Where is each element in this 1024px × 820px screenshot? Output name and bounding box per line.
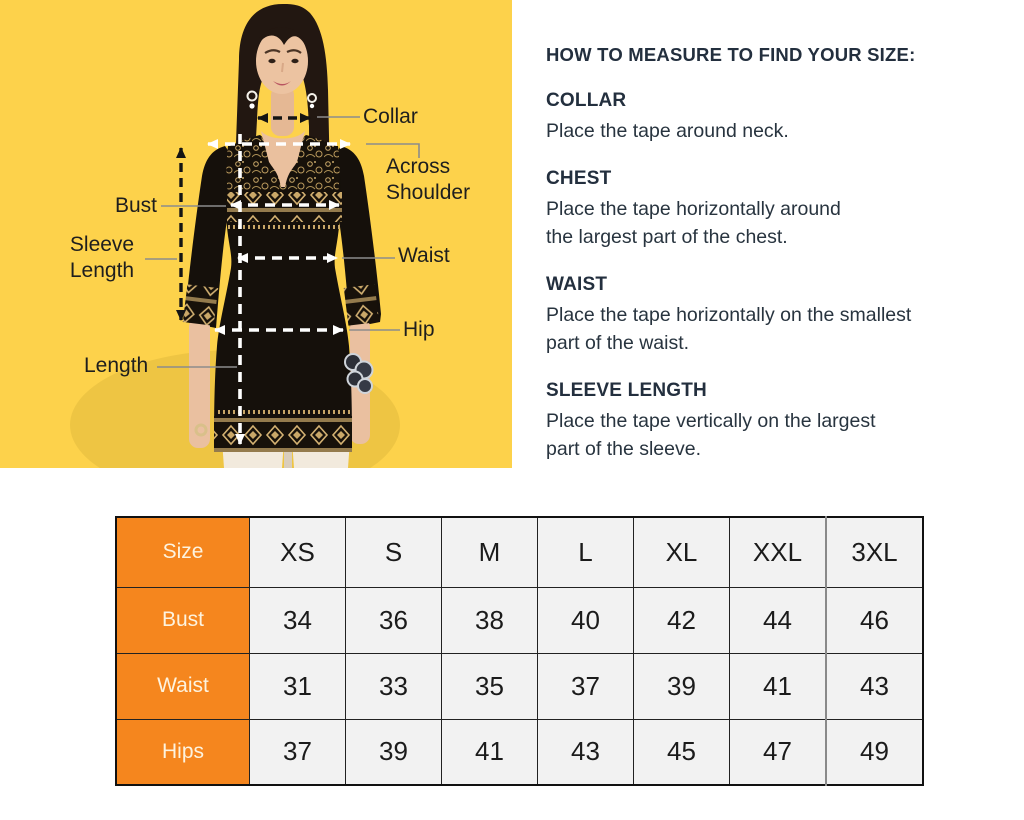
section-body: Place the tape horizontally on the small…: [546, 304, 912, 354]
model-face: [256, 27, 308, 94]
col-header-s: S: [345, 516, 442, 588]
table-cell: 33: [345, 652, 442, 720]
size-chart-table: Size XS S M L XL XXL 3XL Bust 34 36 38 4…: [115, 516, 924, 786]
table-cell: 41: [729, 652, 827, 720]
table-header-row: Size XS S M L XL XXL 3XL: [115, 516, 924, 588]
kurti-body: [214, 146, 352, 452]
table-cell: 44: [729, 586, 827, 654]
sleeve-length-label: Sleeve Length: [69, 233, 135, 282]
col-header-3xl: 3XL: [825, 516, 924, 588]
instruction-section-sleeve-length: SLEEVE LENGTH Place the tape vertically …: [546, 380, 986, 463]
kurti-bust-band: [227, 192, 342, 229]
instruction-section-waist: WAIST Place the tape horizontally on the…: [546, 274, 986, 357]
section-heading: COLLAR: [546, 90, 627, 111]
instructions-panel: HOW TO MEASURE TO FIND YOUR SIZE: COLLAR…: [546, 44, 986, 486]
model-neck: [271, 86, 294, 136]
instructions-title: HOW TO MEASURE TO FIND YOUR SIZE:: [546, 44, 916, 65]
kurti-cuffs: [182, 284, 380, 326]
size-header-cell: Size: [115, 516, 250, 588]
table-cell: 34: [249, 586, 346, 654]
table-cell: 39: [633, 652, 730, 720]
table-cell: 31: [249, 652, 346, 720]
table-cell: 41: [441, 718, 538, 786]
label-connector-lines: [145, 116, 420, 368]
table-cell: 38: [441, 586, 538, 654]
instruction-section-chest: CHEST Place the tape horizontally around…: [546, 168, 986, 251]
col-header-l: L: [537, 516, 634, 588]
section-heading: SLEEVE LENGTH: [546, 380, 707, 401]
table-row-bust: Bust 34 36 38 40 42 44 46: [115, 586, 924, 654]
kurti-sleeves: [185, 146, 381, 328]
table-cell: 47: [729, 718, 827, 786]
kurti-hem-band: [214, 410, 352, 452]
col-header-xl: XL: [633, 516, 730, 588]
table-cell: 36: [345, 586, 442, 654]
table-cell: 46: [825, 586, 924, 654]
table-cell: 35: [441, 652, 538, 720]
table-cell: 37: [537, 652, 634, 720]
waist-label: Waist: [398, 244, 450, 267]
measurement-diagram-panel: Collar Across Shoulder Bust Sleeve Lengt…: [0, 0, 512, 468]
table-cell: 49: [825, 718, 924, 786]
table-cell: 43: [537, 718, 634, 786]
earrings: [246, 90, 317, 109]
section-body: Place the tape horizontally around the l…: [546, 198, 841, 248]
length-label: Length: [84, 354, 149, 377]
across-shoulder-label: Across Shoulder: [386, 155, 471, 204]
section-heading: CHEST: [546, 168, 612, 189]
col-header-xxl: XXL: [729, 516, 827, 588]
row-label-cell: Hips: [115, 718, 250, 786]
table-row-hips: Hips 37 39 41 43 45 47 49: [115, 718, 924, 786]
row-label-cell: Bust: [115, 586, 250, 654]
table-cell: 45: [633, 718, 730, 786]
section-body: Place the tape around neck.: [546, 120, 789, 142]
table-cell: 42: [633, 586, 730, 654]
table-cell: 37: [249, 718, 346, 786]
col-header-xs: XS: [249, 516, 346, 588]
table-cell: 39: [345, 718, 442, 786]
instruction-section-collar: COLLAR Place the tape around neck.: [546, 90, 986, 145]
table-cell: 40: [537, 586, 634, 654]
collar-label: Collar: [363, 105, 418, 128]
hip-label: Hip: [403, 318, 435, 341]
section-heading: WAIST: [546, 274, 608, 295]
row-label-cell: Waist: [115, 652, 250, 720]
bust-label: Bust: [114, 194, 157, 217]
table-cell: 43: [825, 652, 924, 720]
model-illustration: [0, 0, 512, 468]
ring: [194, 423, 208, 437]
col-header-m: M: [441, 516, 538, 588]
table-row-waist: Waist 31 33 35 37 39 41 43: [115, 652, 924, 720]
bracelet: [344, 353, 374, 394]
section-body: Place the tape vertically on the largest…: [546, 410, 876, 460]
